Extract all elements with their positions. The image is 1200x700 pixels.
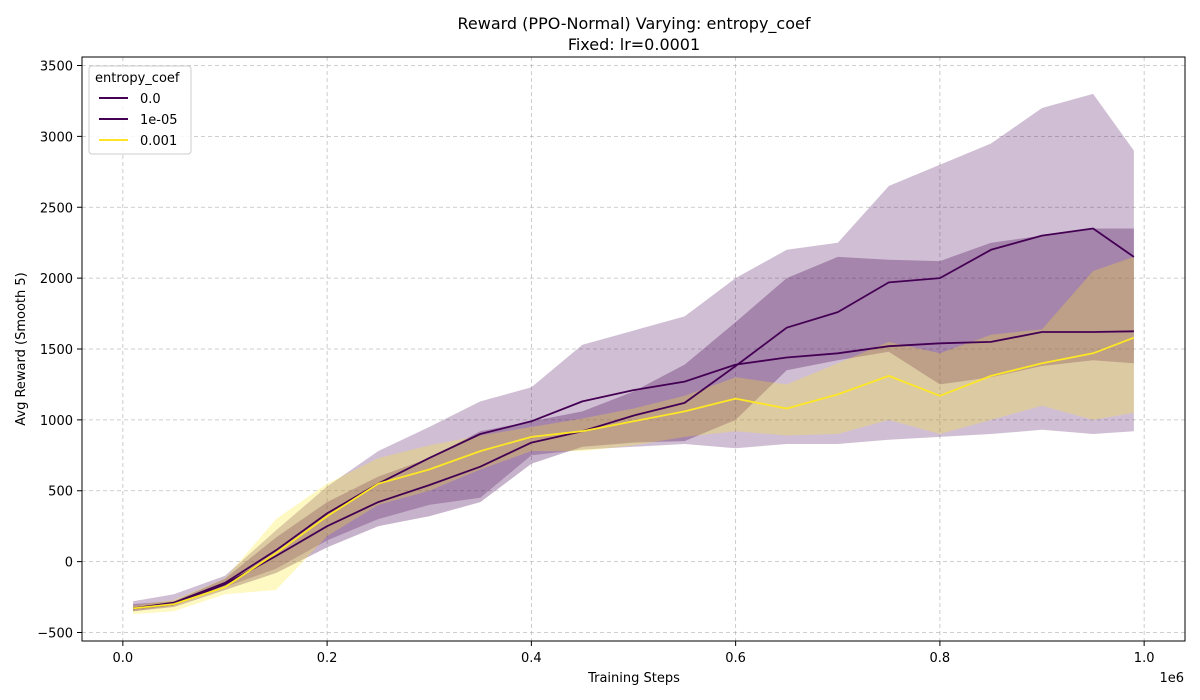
x-tick-label: 0.8 <box>930 651 951 666</box>
legend-title: entropy_coef <box>95 71 180 86</box>
y-tick-label: 2500 <box>40 201 73 216</box>
series-line-2 <box>133 227 1135 610</box>
y-tick-label: 500 <box>48 485 73 500</box>
x-tick-label: 0.2 <box>317 651 338 666</box>
series-line-1 <box>132 330 1134 610</box>
y-tick-label: 1000 <box>40 414 73 429</box>
y-tick-label: 3000 <box>40 130 73 145</box>
x-tick-label: 0.4 <box>521 651 542 666</box>
x-axis-ticks: 0.0 0.2 0.4 0.6 0.8 1.0 <box>113 641 1155 666</box>
y-tick-label: 2000 <box>40 272 73 287</box>
x-tick-label: 0.6 <box>725 651 746 666</box>
legend-entry-label: 1e-05 <box>140 113 178 128</box>
chart-title: Reward (PPO-Normal) Varying: entropy_coe… <box>458 14 811 34</box>
y-axis-ticks: −500 0 500 1000 1500 2000 2500 3000 3500 <box>37 60 82 641</box>
x-axis-label: Training Steps <box>587 671 680 686</box>
x-axis-offset-label: 1e6 <box>1159 671 1184 686</box>
series-line-3 <box>133 336 1135 610</box>
legend-box <box>88 65 192 155</box>
grid <box>82 57 1185 641</box>
y-tick-label: −500 <box>37 626 73 641</box>
y-tick-label: 3500 <box>40 60 73 75</box>
confidence-bands <box>133 93 1134 615</box>
x-tick-label: 0.0 <box>113 651 134 666</box>
x-tick-label: 1.0 <box>1134 651 1155 666</box>
legend-entry-label: 0.001 <box>140 134 177 149</box>
y-tick-label: 0 <box>65 556 73 571</box>
y-tick-label: 1500 <box>40 343 73 358</box>
chart-subtitle: Fixed: lr=0.0001 <box>568 35 700 54</box>
series-lines <box>132 227 1135 610</box>
y-axis-label: Avg Reward (Smooth 5) <box>14 272 29 425</box>
legend-entry-label: 0.0 <box>140 92 161 107</box>
legend: entropy_coef 0.0 1e-05 0.001 <box>88 65 192 155</box>
band-2 <box>133 228 1134 612</box>
